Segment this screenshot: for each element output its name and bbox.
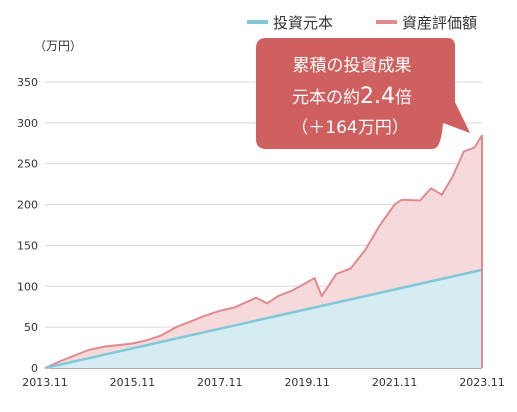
y-tick-label-350: 350: [17, 76, 38, 89]
callout-line-1: 累積の投資成果: [293, 56, 412, 76]
y-tick-label-100: 100: [17, 280, 38, 293]
y-tick-label-50: 50: [24, 321, 38, 334]
gridlines: [45, 81, 482, 369]
x-axis-ticks: 2013.11 2015.11 2017.11 2019.11 2021.11 2023.…: [22, 376, 505, 389]
legend-label-asset-value: 資産評価額: [402, 14, 477, 32]
callout-multiplier: 2.4: [360, 84, 395, 109]
y-tick-label-0: 0: [31, 362, 38, 375]
x-tick-label-2019-11: 2019.11: [284, 376, 330, 389]
legend: 投資元本 資産評価額: [247, 14, 477, 32]
callout-box: [256, 38, 470, 149]
y-axis-unit-label: （万円）: [34, 39, 82, 53]
callout-line-2: 元本の約2.4倍: [292, 84, 412, 109]
callout-annotation: 累積の投資成果 元本の約2.4倍 （＋164万円）: [256, 38, 470, 149]
callout-line-2-prefix: 元本の約: [292, 88, 360, 108]
x-tick-label-2015-11: 2015.11: [110, 376, 156, 389]
series-line-principal: [44, 268, 483, 370]
callout-line-3: （＋164万円）: [291, 118, 408, 138]
x-tick-label-2021-11: 2021.11: [372, 376, 418, 389]
y-tick-label-250: 250: [17, 158, 38, 171]
x-tick-label-2013-11: 2013.11: [22, 376, 68, 389]
x-tick-label-2023-11: 2023.11: [459, 376, 505, 389]
series-line-asset-value: [44, 134, 483, 369]
y-axis-ticks: 0 50 100 150 200 250 300 350: [17, 76, 38, 375]
y-tick-label-150: 150: [17, 239, 38, 252]
x-tick-label-2017-11: 2017.11: [197, 376, 243, 389]
y-tick-label-200: 200: [17, 199, 38, 212]
callout-line-2-suffix: 倍: [395, 88, 412, 108]
legend-label-principal: 投資元本: [273, 14, 333, 32]
series-lines: [44, 134, 483, 370]
area-fills: [45, 135, 482, 368]
y-tick-label-300: 300: [17, 117, 38, 130]
